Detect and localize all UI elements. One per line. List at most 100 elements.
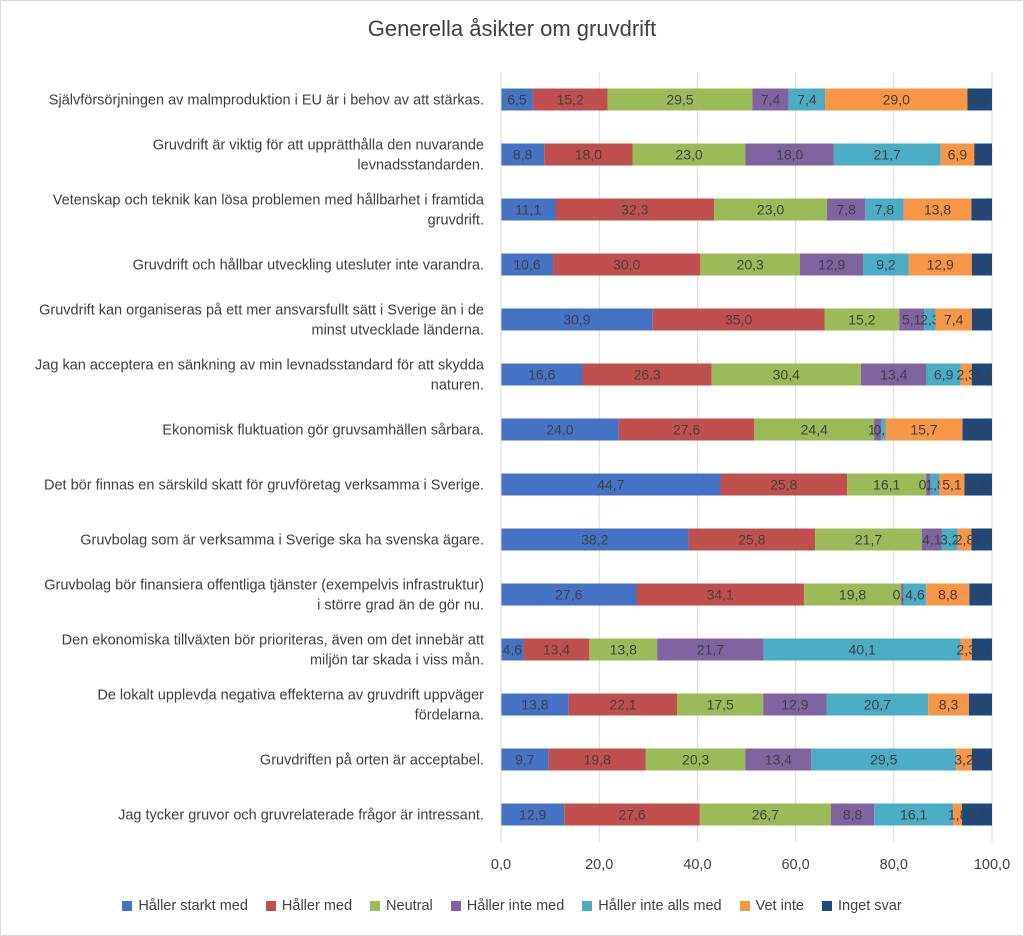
bar-segment [800,253,864,276]
bar-segment [957,528,972,551]
data-label: 8,8 [843,807,863,823]
bar-segment [501,583,637,606]
bar-segment [745,748,812,771]
bar-segment [863,253,909,276]
legend-label: Neutral [386,898,433,914]
data-label: 16,1 [873,477,900,493]
bar-segment [971,253,992,276]
legend-item: Inget svar [821,898,902,914]
bar-segment [874,803,954,826]
bar-segment [763,638,961,661]
data-label: 40,1 [849,642,876,658]
bar-segment [903,198,972,221]
data-label: 4,6 [503,642,523,658]
data-label: 12,9 [781,697,808,713]
legend-label: Håller starkt med [138,898,248,914]
data-label: 25,8 [770,477,797,493]
bar-segment [589,638,658,661]
data-label: 29,5 [666,92,693,108]
x-tick-label: 40,0 [683,857,711,873]
data-label: 8,8 [938,587,958,603]
data-label: 20,3 [682,752,709,768]
chart-title: Generella åsikter om gruvdrift [367,16,657,41]
legend-item: Håller inte med [450,898,564,914]
bar-segment [847,473,927,496]
data-label: 19,8 [584,752,611,768]
data-label: 10,6 [513,257,540,273]
bar-segment [501,638,524,661]
data-label: 15,2 [848,312,875,328]
bar-segment [974,143,992,166]
data-label: 4,2 [972,202,992,218]
category-label: Gruvdrift och hållbar utveckling uteslut… [133,258,484,274]
bar-segment [501,198,556,221]
data-label: 4,7 [971,697,991,713]
data-label: 3,2 [954,752,974,768]
data-label: 5,1 [970,92,990,108]
bar-segment [967,88,992,111]
bar-segment [908,253,972,276]
bar-segment [901,583,904,606]
legend-item: Neutral [370,898,433,914]
bar-segment [501,693,569,716]
bar-segment [969,583,992,606]
legend: Håller starkt med Håller med Neutral Håller… [0,898,1024,914]
bar-segment [711,363,861,386]
data-label: 27,6 [555,587,582,603]
bar-segment [720,473,848,496]
legend-swatch [582,901,593,911]
data-label: 2,3 [956,367,976,383]
bar-segment [501,363,583,386]
legend-label: Vet inte [755,898,804,914]
category-label: De lokalt upplevda negativa effekterna a… [97,688,484,704]
data-label: 13,8 [924,202,951,218]
data-label: 13,8 [521,697,548,713]
bar-segment [960,638,972,661]
data-label: 12,9 [818,257,845,273]
data-label: 2,3 [920,312,940,328]
category-label: minst utvecklade länderna. [312,323,485,339]
bar-segment [501,253,554,276]
data-label: 23,0 [675,147,702,163]
bar-segment [677,693,764,716]
category-label: i större grad än de gör nu. [317,598,484,614]
data-label: 3,2 [940,532,960,548]
data-label: 30,9 [563,312,590,328]
data-label: 15,7 [910,422,937,438]
bar-segment [699,803,831,826]
bar-segment [899,308,925,331]
data-label: 26,3 [633,367,660,383]
data-label: 4,2 [972,312,992,328]
data-label: 2,8 [955,532,975,548]
data-label: 5,1 [942,477,962,493]
bar-segment [501,528,689,551]
data-label: 7,8 [875,202,895,218]
bar-segment [618,418,755,441]
category-label: levnadsstandarden. [357,158,484,174]
data-label: 5,1 [902,312,922,328]
bar-segment [935,308,972,331]
data-label: 16,6 [528,367,555,383]
bar-segment [964,473,992,496]
data-label: 18,0 [575,147,602,163]
category-label: Självförsörjningen av malmproduktion i E… [49,93,484,109]
legend-swatch [739,901,750,911]
data-label: 4,6 [971,587,991,603]
category-label: Det bör finnas en särskild skatt för gru… [44,478,484,494]
bar-segment [568,693,678,716]
data-label: 12,9 [927,257,954,273]
bar-segment [564,803,700,826]
legend-swatch [450,901,461,911]
data-label: 6,0 [968,422,988,438]
bar-segment [501,143,545,166]
bar-segment [582,363,712,386]
legend-item: Håller med [265,898,352,914]
data-label: 3,7 [973,147,993,163]
bar-segment [815,528,922,551]
bar-segment [555,198,715,221]
data-label: 6,1 [967,807,987,823]
data-label: 25,8 [738,532,765,548]
data-label: 19,8 [839,587,866,603]
bar-segment [501,418,619,441]
bar-segment [941,528,958,551]
